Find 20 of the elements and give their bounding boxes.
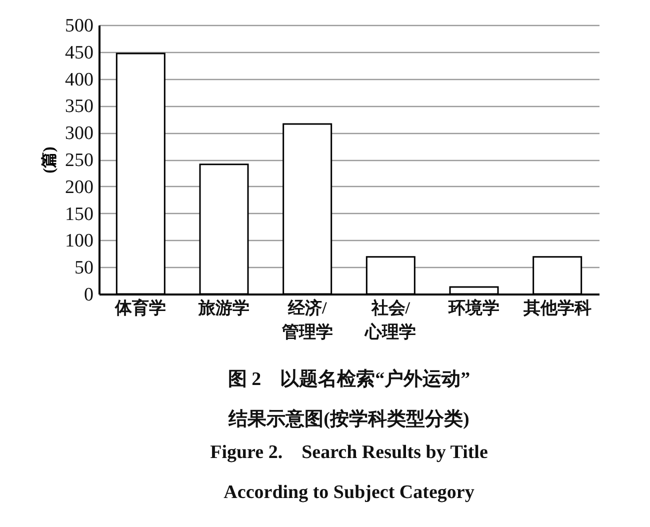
y-tick-label: 300 [65, 123, 94, 144]
y-tick-label: 500 [65, 16, 94, 36]
x-tick-label: 旅游学 [198, 298, 250, 318]
y-tick-label: 450 [65, 42, 94, 64]
y-tick-label: 150 [65, 204, 94, 225]
y-tick-label: 50 [74, 258, 94, 279]
x-tick-label: 其他学科 [522, 298, 592, 318]
y-tick-label: 200 [65, 176, 94, 198]
y-axis-title: (篇) [40, 146, 58, 174]
text: 图 2 以题名检索“户外运动”结果示意图(按学科类型分类) [228, 368, 470, 430]
y-tick-label: 250 [65, 150, 94, 171]
y-tick-label: 0 [84, 284, 94, 306]
x-tick-label: 经济/管理学 [280, 298, 333, 342]
x-tick-label: 环境学 [448, 298, 500, 318]
x-tick-label: 社会/心理学 [364, 298, 416, 342]
text: Figure 2. Search Results by Title According to Subject Category [210, 442, 488, 503]
y-tick-label: 100 [65, 230, 94, 252]
x-tick-label: 体育学 [114, 298, 166, 318]
y-tick-label: 350 [65, 96, 94, 118]
y-tick-label: 400 [65, 69, 94, 90]
